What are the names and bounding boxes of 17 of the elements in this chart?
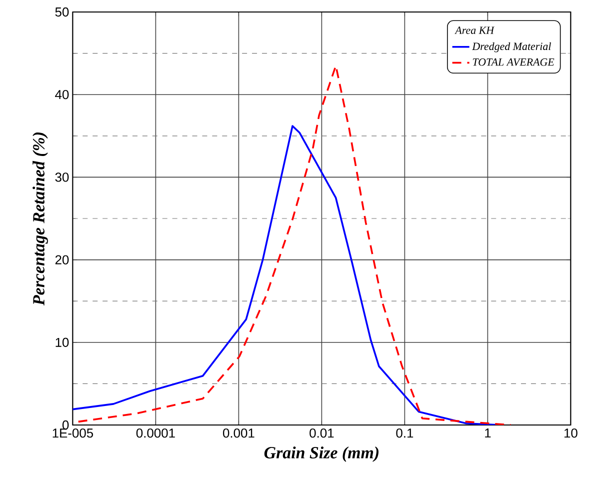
x-tick-label: 0.01: [310, 428, 334, 438]
x-axis-title: Grain Size (mm): [264, 446, 378, 462]
y-tick-label: 50: [55, 7, 69, 17]
y-tick-label: 20: [55, 255, 69, 264]
y-tick-label: 40: [55, 90, 69, 100]
y-tick-label: 30: [55, 172, 69, 182]
x-tick-label: 0.001: [222, 428, 254, 438]
x-tick-label: 0.0001: [136, 428, 175, 438]
legend-label: TOTAL AVERAGE: [472, 58, 554, 66]
legend-label: Dredged Material: [472, 42, 551, 52]
x-tick-label: 1E-005: [52, 428, 94, 438]
x-tick-label: 1: [485, 428, 491, 438]
x-tick-label: 10: [564, 428, 578, 438]
x-tick-label: 0.1: [396, 428, 414, 438]
y-tick-label: 10: [56, 338, 69, 347]
y-axis-title: Percentage Retained (%): [32, 132, 48, 306]
legend-title: Area KH: [454, 26, 495, 34]
